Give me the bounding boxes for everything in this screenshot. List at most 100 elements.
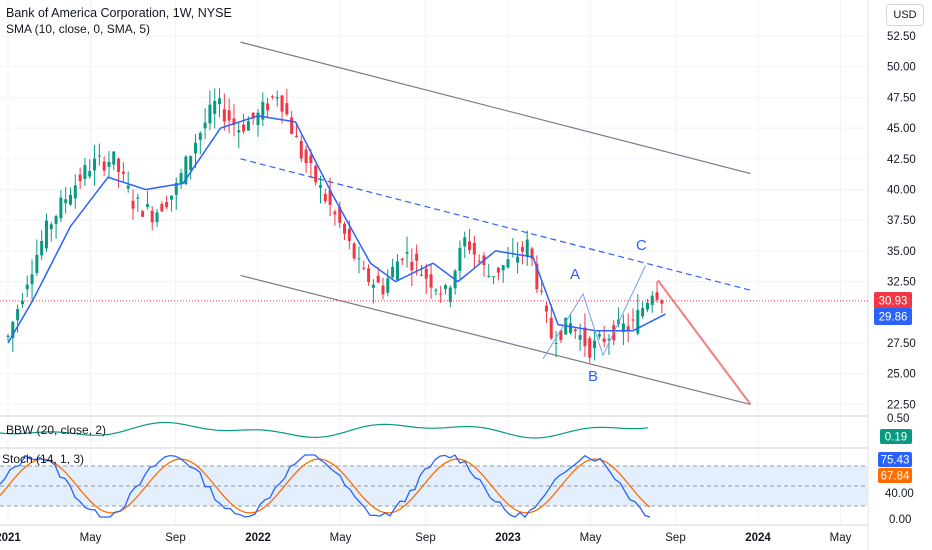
candlestick-series [6, 88, 664, 363]
candle-body [270, 96, 274, 98]
candle-body [631, 319, 635, 321]
candle-body [367, 268, 371, 282]
candle-body [410, 261, 414, 271]
candle-body [415, 253, 419, 261]
candle-body [429, 274, 433, 288]
regression-channel[interactable] [240, 41, 751, 405]
bbw-legend: BBW (20, close, 2) [6, 423, 107, 437]
candle-body [650, 295, 654, 305]
candle-body [477, 260, 481, 262]
price-tick: 27.50 [887, 338, 916, 350]
candle-body [424, 268, 428, 279]
candle-body [304, 149, 308, 164]
candle-body [11, 321, 15, 338]
candle-body [362, 267, 366, 269]
candle-body [198, 133, 202, 140]
candle-body [285, 103, 289, 115]
stoch-tick-40: 40.00 [885, 488, 914, 500]
price-tick: 47.50 [887, 92, 916, 104]
last-price-badge: 30.93 [874, 292, 912, 309]
channel-mid-dashed [240, 158, 751, 291]
candle-body [472, 242, 476, 255]
candle-body [554, 343, 558, 345]
candle-body [174, 182, 178, 195]
candle-body [463, 237, 467, 247]
wave-label-a: A [570, 266, 580, 283]
stoch-k-value: 75.43 [881, 455, 910, 467]
candle-body [347, 228, 351, 241]
candle-body [319, 185, 322, 188]
stoch-tick-0: 0.00 [889, 514, 911, 526]
candle-body [218, 98, 222, 105]
candle-body [458, 247, 462, 271]
candle-body [468, 241, 472, 251]
candle-body [266, 103, 270, 111]
candle-body [597, 334, 601, 337]
candle-body [256, 112, 260, 125]
candle-body [88, 171, 92, 177]
wave-label-c: C [636, 237, 647, 254]
abc-wave-line[interactable] [542, 265, 646, 360]
stoch-d-value: 67.84 [881, 471, 910, 483]
candle-body [602, 338, 606, 342]
candle-body [516, 256, 520, 263]
stoch-k-badge: 75.43 [878, 452, 912, 467]
candle-body [237, 130, 241, 133]
candle-body [323, 193, 327, 202]
candle-body [30, 274, 34, 285]
candle-body [593, 340, 597, 349]
candle-body [530, 248, 534, 259]
price-tick: 32.50 [887, 277, 916, 289]
sma-line [7, 115, 666, 344]
candle-body [150, 210, 154, 223]
candle-body [102, 161, 106, 171]
channel-upper [240, 41, 751, 175]
price-tick: 35.00 [887, 246, 916, 258]
time-tick: 2023 [495, 532, 521, 544]
candle-body [492, 276, 496, 278]
sma-legend: SMA (10, close, 0, SMA, 5) [6, 22, 151, 36]
candle-body [208, 104, 212, 124]
time-tick: Sep [165, 532, 185, 544]
sma-price-value: 29.86 [879, 312, 908, 324]
time-tick: Sep [415, 532, 435, 544]
candle-body [309, 155, 313, 163]
bbw-value: 0.19 [885, 432, 907, 444]
candle-body [328, 190, 332, 205]
candle-body [184, 156, 188, 185]
projection-line[interactable] [657, 279, 752, 405]
bbw-value-badge: 0.19 [880, 429, 912, 444]
channel-lower [240, 274, 751, 405]
candle-body [343, 223, 347, 234]
candle-body [525, 239, 529, 257]
candle-body [59, 197, 63, 219]
candle-body [573, 329, 577, 331]
candle-body [578, 335, 582, 340]
candle-body [636, 310, 640, 334]
candle-body [49, 224, 53, 230]
time-axis[interactable]: 2021 May Sep 2022 May Sep 2023 May Sep 2024 May [0, 532, 852, 544]
candle-body [126, 185, 130, 189]
candle-body [6, 335, 10, 338]
candle-body [112, 151, 116, 165]
time-tick: May [580, 532, 602, 544]
time-tick: Sep [665, 532, 685, 544]
candle-body [391, 266, 395, 278]
candle-body [333, 211, 337, 215]
candle-body [439, 293, 443, 295]
candle-body [448, 287, 452, 303]
candle-body [434, 290, 438, 292]
candle-body [35, 254, 39, 273]
bbw-line [0, 421, 649, 439]
candle-body [395, 261, 399, 280]
bbw-axis-tick: 0.50 [887, 413, 909, 425]
currency-button[interactable]: USD [886, 4, 924, 26]
candle-body [136, 197, 140, 199]
price-axis[interactable]: 52.50 50.00 47.50 45.00 42.50 40.00 37.50 35.00… [887, 31, 916, 411]
candle-body [405, 251, 409, 254]
candle-body [660, 300, 664, 304]
stoch-k-line [0, 454, 651, 518]
time-tick: May [330, 532, 352, 544]
price-tick: 37.50 [887, 215, 916, 227]
